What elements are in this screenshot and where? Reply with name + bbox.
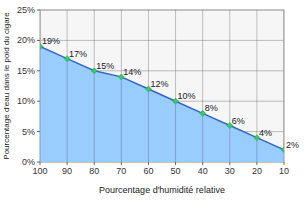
data-label: 14% (123, 67, 141, 77)
grid-line (40, 40, 284, 41)
chart: 0%5%10%15%20%25%10090807060504030201019%… (0, 0, 306, 200)
tick-mark (175, 162, 176, 165)
grid-line-x (229, 10, 230, 162)
data-label: 17% (69, 49, 87, 59)
data-label: 10% (178, 91, 196, 101)
data-label: 8% (205, 103, 218, 113)
line (40, 46, 284, 149)
marker (281, 147, 284, 153)
tick-mark (40, 162, 41, 165)
data-label: 2% (286, 140, 299, 150)
data-label: 6% (232, 116, 245, 126)
data-label: 19% (42, 36, 60, 46)
tick-mark (37, 10, 40, 11)
x-tick-label: 40 (198, 166, 208, 176)
tick-mark (202, 162, 203, 165)
x-axis-title: Pourcentage d'humidité relative (99, 185, 225, 195)
grid-line-x (40, 10, 41, 162)
y-tick-label: 5% (22, 127, 35, 137)
y-tick-label: 10% (17, 96, 35, 106)
y-tick-label: 20% (17, 35, 35, 45)
tick-mark (229, 162, 230, 165)
series-group (40, 10, 284, 162)
tick-mark (37, 101, 40, 102)
grid-line-x (202, 10, 203, 162)
tick-mark (37, 40, 40, 41)
tick-mark (256, 162, 257, 165)
data-label: 12% (150, 79, 168, 89)
tick-mark (37, 70, 40, 71)
area (40, 46, 284, 162)
y-tick-label: 15% (17, 66, 35, 76)
x-tick-label: 70 (116, 166, 126, 176)
tick-mark (284, 162, 285, 165)
grid-line-x (121, 10, 122, 162)
grid-line-x (284, 10, 285, 162)
x-tick-label: 60 (143, 166, 153, 176)
grid-line-x (94, 10, 95, 162)
tick-mark (67, 162, 68, 165)
tick-mark (94, 162, 95, 165)
y-axis-title: Pourcentage d'eau dans le poid du cigare (2, 12, 11, 160)
tick-mark (148, 162, 149, 165)
grid-line-x (67, 10, 68, 162)
x-tick-label: 100 (32, 166, 47, 176)
grid-line-x (175, 10, 176, 162)
x-tick-label: 80 (89, 166, 99, 176)
x-tick-label: 30 (225, 166, 235, 176)
x-tick-label: 10 (279, 166, 289, 176)
x-tick-label: 50 (171, 166, 181, 176)
x-tick-label: 90 (62, 166, 72, 176)
x-tick-label: 20 (252, 166, 262, 176)
tick-mark (37, 131, 40, 132)
grid-line (40, 10, 284, 11)
y-tick-label: 25% (17, 5, 35, 15)
tick-mark (121, 162, 122, 165)
plot-area (40, 10, 284, 162)
data-label: 4% (259, 128, 272, 138)
data-label: 15% (96, 61, 114, 71)
